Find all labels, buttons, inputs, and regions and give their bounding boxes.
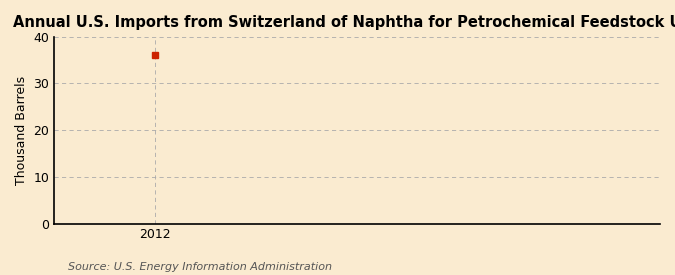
Title: Annual U.S. Imports from Switzerland of Naphtha for Petrochemical Feedstock Use: Annual U.S. Imports from Switzerland of …	[14, 15, 675, 30]
Y-axis label: Thousand Barrels: Thousand Barrels	[15, 76, 28, 185]
Text: Source: U.S. Energy Information Administration: Source: U.S. Energy Information Administ…	[68, 262, 331, 272]
